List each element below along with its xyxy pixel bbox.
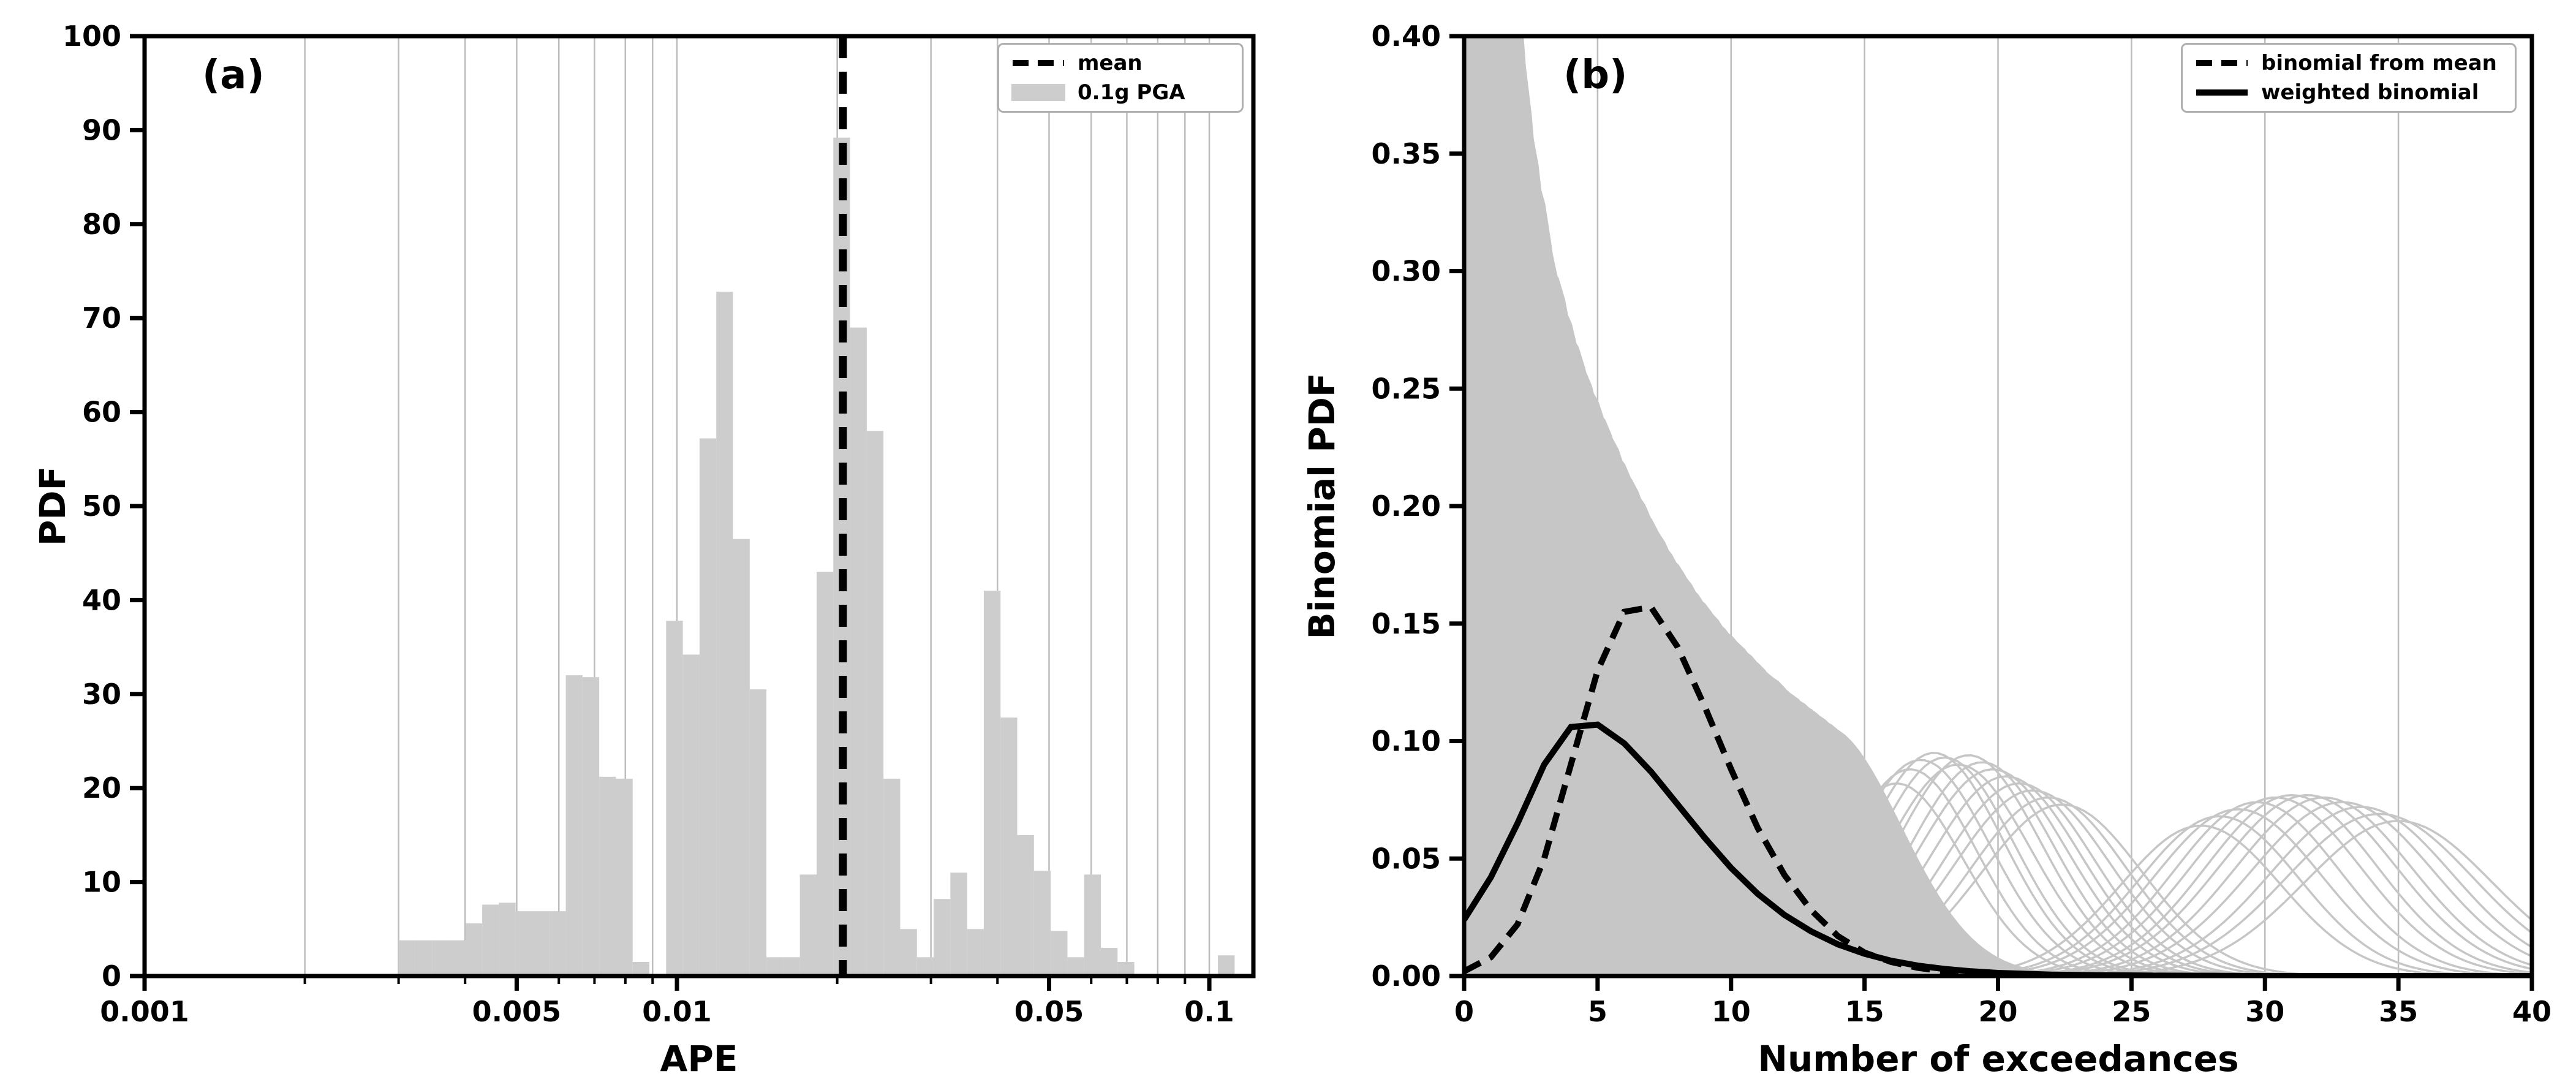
panel-a-legend: mean 0.1g PGA [997, 43, 1244, 113]
svg-text:30: 30 [82, 678, 121, 711]
panel-b-x-axis-title: Number of exceedances [1758, 1038, 2239, 1080]
panel-a-label: (a) [202, 53, 265, 98]
gray-box-icon [1011, 84, 1065, 101]
svg-text:0.30: 0.30 [1372, 255, 1441, 288]
svg-text:0.001: 0.001 [100, 995, 189, 1028]
panel-a-x-axis-title: APE [660, 1038, 738, 1080]
svg-text:25: 25 [2112, 995, 2151, 1028]
svg-text:0.40: 0.40 [1372, 20, 1441, 53]
legend-label-pga: 0.1g PGA [1078, 80, 1185, 105]
svg-text:0.05: 0.05 [1014, 995, 1084, 1028]
legend-item-binomial-from-mean: binomial from mean [2194, 51, 2504, 75]
panel-b-y-axis-title: Binomial PDF [1301, 373, 1343, 640]
panel-b-legend: binomial from mean weighted binomial [2181, 43, 2517, 113]
svg-text:40: 40 [82, 583, 121, 616]
svg-text:0.35: 0.35 [1372, 137, 1441, 170]
dashed-line-icon [2196, 60, 2248, 66]
svg-text:0.15: 0.15 [1372, 607, 1441, 640]
legend-label-weighted-binomial: weighted binomial [2261, 80, 2479, 105]
svg-text:0.10: 0.10 [1372, 725, 1441, 758]
svg-text:30: 30 [2245, 995, 2284, 1028]
svg-text:0: 0 [1454, 995, 1474, 1028]
svg-text:80: 80 [82, 208, 121, 241]
legend-item-pga: 0.1g PGA [1010, 80, 1231, 105]
svg-text:0.00: 0.00 [1372, 959, 1441, 993]
svg-text:0.005: 0.005 [472, 995, 562, 1028]
svg-text:0.20: 0.20 [1372, 490, 1441, 523]
svg-text:5: 5 [1588, 995, 1607, 1028]
legend-label-mean: mean [1078, 51, 1143, 75]
solid-line-icon [2196, 89, 2248, 96]
svg-text:100: 100 [62, 20, 121, 53]
svg-text:10: 10 [82, 866, 121, 899]
legend-label-binomial-from-mean: binomial from mean [2261, 51, 2497, 75]
svg-text:60: 60 [82, 396, 121, 429]
svg-text:50: 50 [82, 490, 121, 523]
panel-b-label: (b) [1563, 53, 1628, 98]
svg-text:35: 35 [2379, 995, 2418, 1028]
svg-text:0.1: 0.1 [1184, 995, 1234, 1028]
legend-item-mean: mean [1010, 51, 1231, 75]
svg-text:90: 90 [82, 113, 121, 146]
svg-text:10: 10 [1712, 995, 1751, 1028]
svg-text:70: 70 [82, 301, 121, 335]
svg-text:15: 15 [1845, 995, 1884, 1028]
svg-text:0: 0 [102, 959, 121, 993]
svg-text:40: 40 [2512, 995, 2551, 1028]
legend-item-weighted-binomial: weighted binomial [2194, 80, 2504, 105]
svg-text:20: 20 [82, 771, 121, 804]
svg-text:0.25: 0.25 [1372, 372, 1441, 405]
svg-text:0.05: 0.05 [1372, 842, 1441, 875]
panel-a-y-axis-title: PDF [32, 466, 74, 547]
dashed-line-icon [1013, 60, 1064, 66]
svg-text:20: 20 [1978, 995, 2017, 1028]
svg-text:0.01: 0.01 [642, 995, 712, 1028]
